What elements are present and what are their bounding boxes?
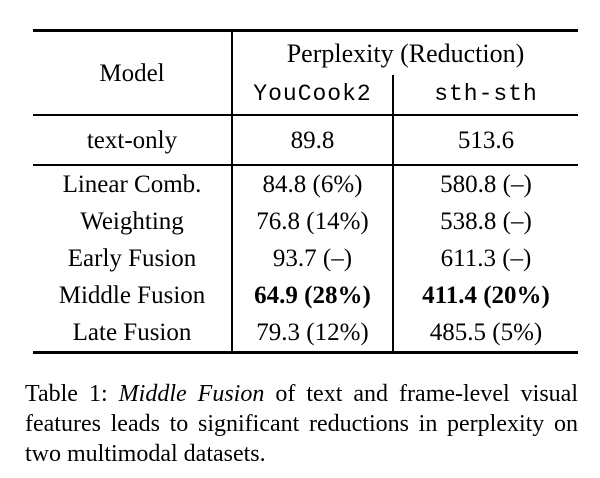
table-bottom-rule [33, 351, 578, 354]
table-row-middle-fusion: Middle Fusion 64.9 (28%) 411.4 (20%) [33, 277, 578, 314]
model-label: Late Fusion [33, 314, 233, 351]
header-divider-rule [33, 114, 578, 116]
youcook2-value: 84.8 (6%) [233, 166, 394, 203]
model-label: Middle Fusion [33, 277, 233, 314]
baseline-youcook2-value: 89.8 [233, 116, 394, 164]
table-top-rule [33, 29, 578, 32]
table-row: Late Fusion 79.3 (12%) 485.5 (5%) [33, 314, 578, 351]
caption-line1-rest: of text and frame-level visual [264, 381, 578, 407]
sthsth-value: 485.5 (5%) [429, 319, 543, 346]
caption-line-3: two multimodal datasets. [25, 441, 266, 467]
results-table: Model Perplexity (Reduction) YouCook2 st… [33, 29, 578, 354]
column-header-sth-sth: sth-sth [434, 81, 538, 107]
youcook2-value: 64.9 (28%) [233, 277, 394, 314]
table-row: Linear Comb. 84.8 (6%) 580.8 (–) [33, 166, 578, 203]
baseline-model-label: text-only [33, 116, 233, 164]
youcook2-value: 76.8 (14%) [233, 203, 394, 240]
caption-prefix: Table 1: [25, 381, 119, 407]
table-caption: Table 1: Middle Fusion of text and frame… [25, 379, 578, 469]
baseline-sthsth-value: 513.6 [457, 126, 515, 154]
column-header-model: Model [33, 32, 233, 114]
table-header: Model Perplexity (Reduction) YouCook2 st… [33, 32, 578, 114]
sthsth-value: 411.4 (20%) [422, 282, 550, 309]
column-group-header-perplexity: Perplexity (Reduction) [286, 38, 525, 68]
model-label: Early Fusion [33, 240, 233, 277]
model-label: Weighting [33, 203, 233, 240]
youcook2-value: 93.7 (–) [233, 240, 394, 277]
model-label: Linear Comb. [33, 166, 233, 203]
youcook2-value: 79.3 (12%) [233, 314, 394, 351]
caption-line-2: features leads to significant reductions… [25, 411, 578, 437]
baseline-divider-rule [33, 164, 578, 166]
table-row-baseline: text-only 89.8 513.6 [33, 116, 578, 164]
sthsth-value: 580.8 (–) [440, 171, 532, 198]
table-body: Linear Comb. 84.8 (6%) 580.8 (–) Weighti… [33, 166, 578, 351]
table-row: Weighting 76.8 (14%) 538.8 (–) [33, 203, 578, 240]
sthsth-value: 538.8 (–) [440, 208, 532, 235]
caption-line-1: Table 1: Middle Fusion of text and frame… [25, 379, 578, 409]
table-row: Early Fusion 93.7 (–) 611.3 (–) [33, 240, 578, 277]
caption-italic-phrase: Middle Fusion [118, 381, 265, 407]
column-header-youcook2: YouCook2 [233, 75, 394, 114]
sthsth-value: 611.3 (–) [440, 245, 532, 272]
